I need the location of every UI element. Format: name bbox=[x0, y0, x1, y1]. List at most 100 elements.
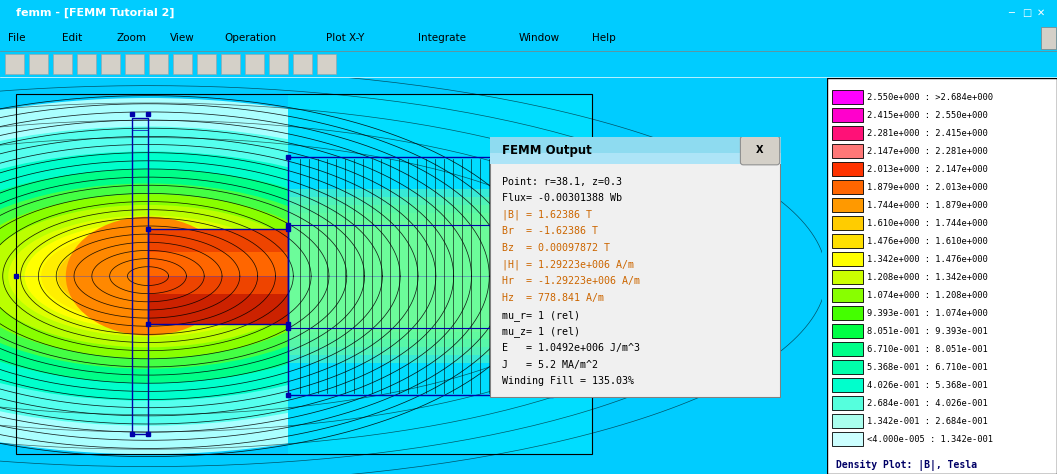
Text: View: View bbox=[170, 33, 194, 43]
Text: 1.744e+000 : 1.879e+000: 1.744e+000 : 1.879e+000 bbox=[867, 201, 987, 210]
Ellipse shape bbox=[0, 205, 313, 347]
Text: FEMM Output: FEMM Output bbox=[502, 144, 592, 157]
Bar bbox=[288, 225, 551, 328]
Text: 6.710e-001 : 8.051e-001: 6.710e-001 : 8.051e-001 bbox=[867, 345, 987, 354]
Bar bbox=[743, 139, 777, 162]
Text: 1.879e+000 : 2.013e+000: 1.879e+000 : 2.013e+000 bbox=[867, 182, 987, 191]
Bar bbox=[1041, 27, 1056, 49]
Ellipse shape bbox=[128, 267, 168, 285]
Bar bbox=[148, 246, 288, 252]
Text: Bz  = 0.00097872 T: Bz = 0.00097872 T bbox=[502, 243, 610, 253]
Ellipse shape bbox=[0, 157, 296, 395]
Text: E   = 1.0492e+006 J/m^3: E = 1.0492e+006 J/m^3 bbox=[502, 343, 641, 353]
Bar bbox=[832, 108, 864, 122]
Text: File: File bbox=[8, 33, 26, 43]
Text: <4.000e-005 : 1.342e-001: <4.000e-005 : 1.342e-001 bbox=[867, 435, 993, 444]
Text: □: □ bbox=[1022, 8, 1031, 18]
Bar bbox=[245, 54, 264, 74]
Bar bbox=[148, 258, 288, 264]
Bar bbox=[288, 228, 535, 324]
Text: X: X bbox=[756, 146, 763, 155]
Text: Hr  = -1.29223e+006 A/m: Hr = -1.29223e+006 A/m bbox=[502, 276, 641, 286]
Bar bbox=[148, 228, 288, 324]
Ellipse shape bbox=[57, 237, 239, 315]
Bar bbox=[288, 157, 551, 395]
Bar bbox=[17, 94, 592, 454]
Ellipse shape bbox=[0, 151, 435, 401]
Bar bbox=[288, 94, 592, 454]
Text: 1.342e-001 : 2.684e-001: 1.342e-001 : 2.684e-001 bbox=[867, 417, 987, 426]
Bar bbox=[288, 221, 535, 331]
Bar bbox=[490, 137, 781, 164]
Text: 2.550e+000 : >2.684e+000: 2.550e+000 : >2.684e+000 bbox=[867, 92, 993, 101]
Bar bbox=[832, 90, 864, 104]
Bar bbox=[148, 264, 288, 270]
Bar bbox=[148, 312, 288, 318]
Text: Flux= -0.00301388 Wb: Flux= -0.00301388 Wb bbox=[502, 193, 623, 203]
Bar bbox=[131, 118, 148, 434]
Bar bbox=[148, 235, 288, 240]
Text: 1.208e+000 : 1.342e+000: 1.208e+000 : 1.342e+000 bbox=[867, 273, 987, 282]
Bar bbox=[832, 126, 864, 140]
Bar bbox=[832, 198, 864, 212]
Bar bbox=[490, 153, 781, 164]
Text: |B| = 1.62386 T: |B| = 1.62386 T bbox=[502, 210, 592, 220]
Text: 9.393e-001 : 1.074e+000: 9.393e-001 : 1.074e+000 bbox=[867, 309, 987, 318]
Ellipse shape bbox=[0, 194, 337, 358]
Bar bbox=[148, 228, 288, 235]
Bar bbox=[148, 270, 288, 276]
Bar bbox=[832, 432, 864, 447]
Text: Br  = -1.62386 T: Br = -1.62386 T bbox=[502, 227, 598, 237]
Bar bbox=[148, 276, 288, 282]
Text: femm - [FEMM Tutorial 2]: femm - [FEMM Tutorial 2] bbox=[16, 8, 174, 18]
Bar bbox=[832, 162, 864, 176]
Bar bbox=[17, 94, 592, 454]
Bar bbox=[101, 54, 120, 74]
Bar bbox=[131, 118, 148, 130]
Ellipse shape bbox=[66, 217, 230, 336]
Bar bbox=[832, 414, 864, 428]
Ellipse shape bbox=[107, 258, 189, 294]
Bar bbox=[832, 216, 864, 230]
Ellipse shape bbox=[0, 127, 494, 426]
Bar bbox=[288, 213, 535, 339]
Text: mu_z= 1 (rel): mu_z= 1 (rel) bbox=[502, 327, 580, 337]
Text: Integrate: Integrate bbox=[418, 33, 465, 43]
Bar bbox=[288, 189, 535, 363]
Bar bbox=[832, 144, 864, 158]
Bar bbox=[148, 294, 288, 300]
Text: 1.074e+000 : 1.208e+000: 1.074e+000 : 1.208e+000 bbox=[867, 291, 987, 300]
Bar bbox=[125, 54, 144, 74]
Ellipse shape bbox=[41, 230, 255, 322]
Text: 8.051e-001 : 9.393e-001: 8.051e-001 : 9.393e-001 bbox=[867, 327, 987, 336]
Bar bbox=[832, 270, 864, 284]
Bar bbox=[148, 240, 288, 246]
Text: J   = 5.2 MA/m^2: J = 5.2 MA/m^2 bbox=[502, 360, 598, 370]
Text: Zoom: Zoom bbox=[116, 33, 146, 43]
Text: 1.610e+000 : 1.744e+000: 1.610e+000 : 1.744e+000 bbox=[867, 219, 987, 228]
Text: 1.342e+000 : 1.476e+000: 1.342e+000 : 1.476e+000 bbox=[867, 255, 987, 264]
Text: Help: Help bbox=[592, 33, 615, 43]
Bar bbox=[53, 54, 72, 74]
Bar bbox=[832, 342, 864, 356]
Text: 2.147e+000 : 2.281e+000: 2.147e+000 : 2.281e+000 bbox=[867, 146, 987, 155]
Text: 4.026e-001 : 5.368e-001: 4.026e-001 : 5.368e-001 bbox=[867, 381, 987, 390]
Text: Plot X-Y: Plot X-Y bbox=[326, 33, 364, 43]
Bar bbox=[221, 54, 240, 74]
Text: 2.684e-001 : 4.026e-001: 2.684e-001 : 4.026e-001 bbox=[867, 399, 987, 408]
Bar bbox=[148, 300, 288, 306]
Bar bbox=[832, 234, 864, 248]
Text: Point: r=38.1, z=0.3: Point: r=38.1, z=0.3 bbox=[502, 176, 623, 187]
Text: 1.476e+000 : 1.610e+000: 1.476e+000 : 1.610e+000 bbox=[867, 237, 987, 246]
Text: 5.368e-001 : 6.710e-001: 5.368e-001 : 6.710e-001 bbox=[867, 363, 987, 372]
Bar bbox=[832, 324, 864, 338]
Text: Operation: Operation bbox=[224, 33, 276, 43]
Bar bbox=[832, 396, 864, 410]
Bar bbox=[832, 288, 864, 302]
Bar bbox=[832, 378, 864, 392]
Bar bbox=[288, 205, 535, 347]
Bar bbox=[293, 54, 312, 74]
Bar bbox=[77, 54, 96, 74]
Bar bbox=[832, 306, 864, 320]
Bar bbox=[832, 180, 864, 194]
